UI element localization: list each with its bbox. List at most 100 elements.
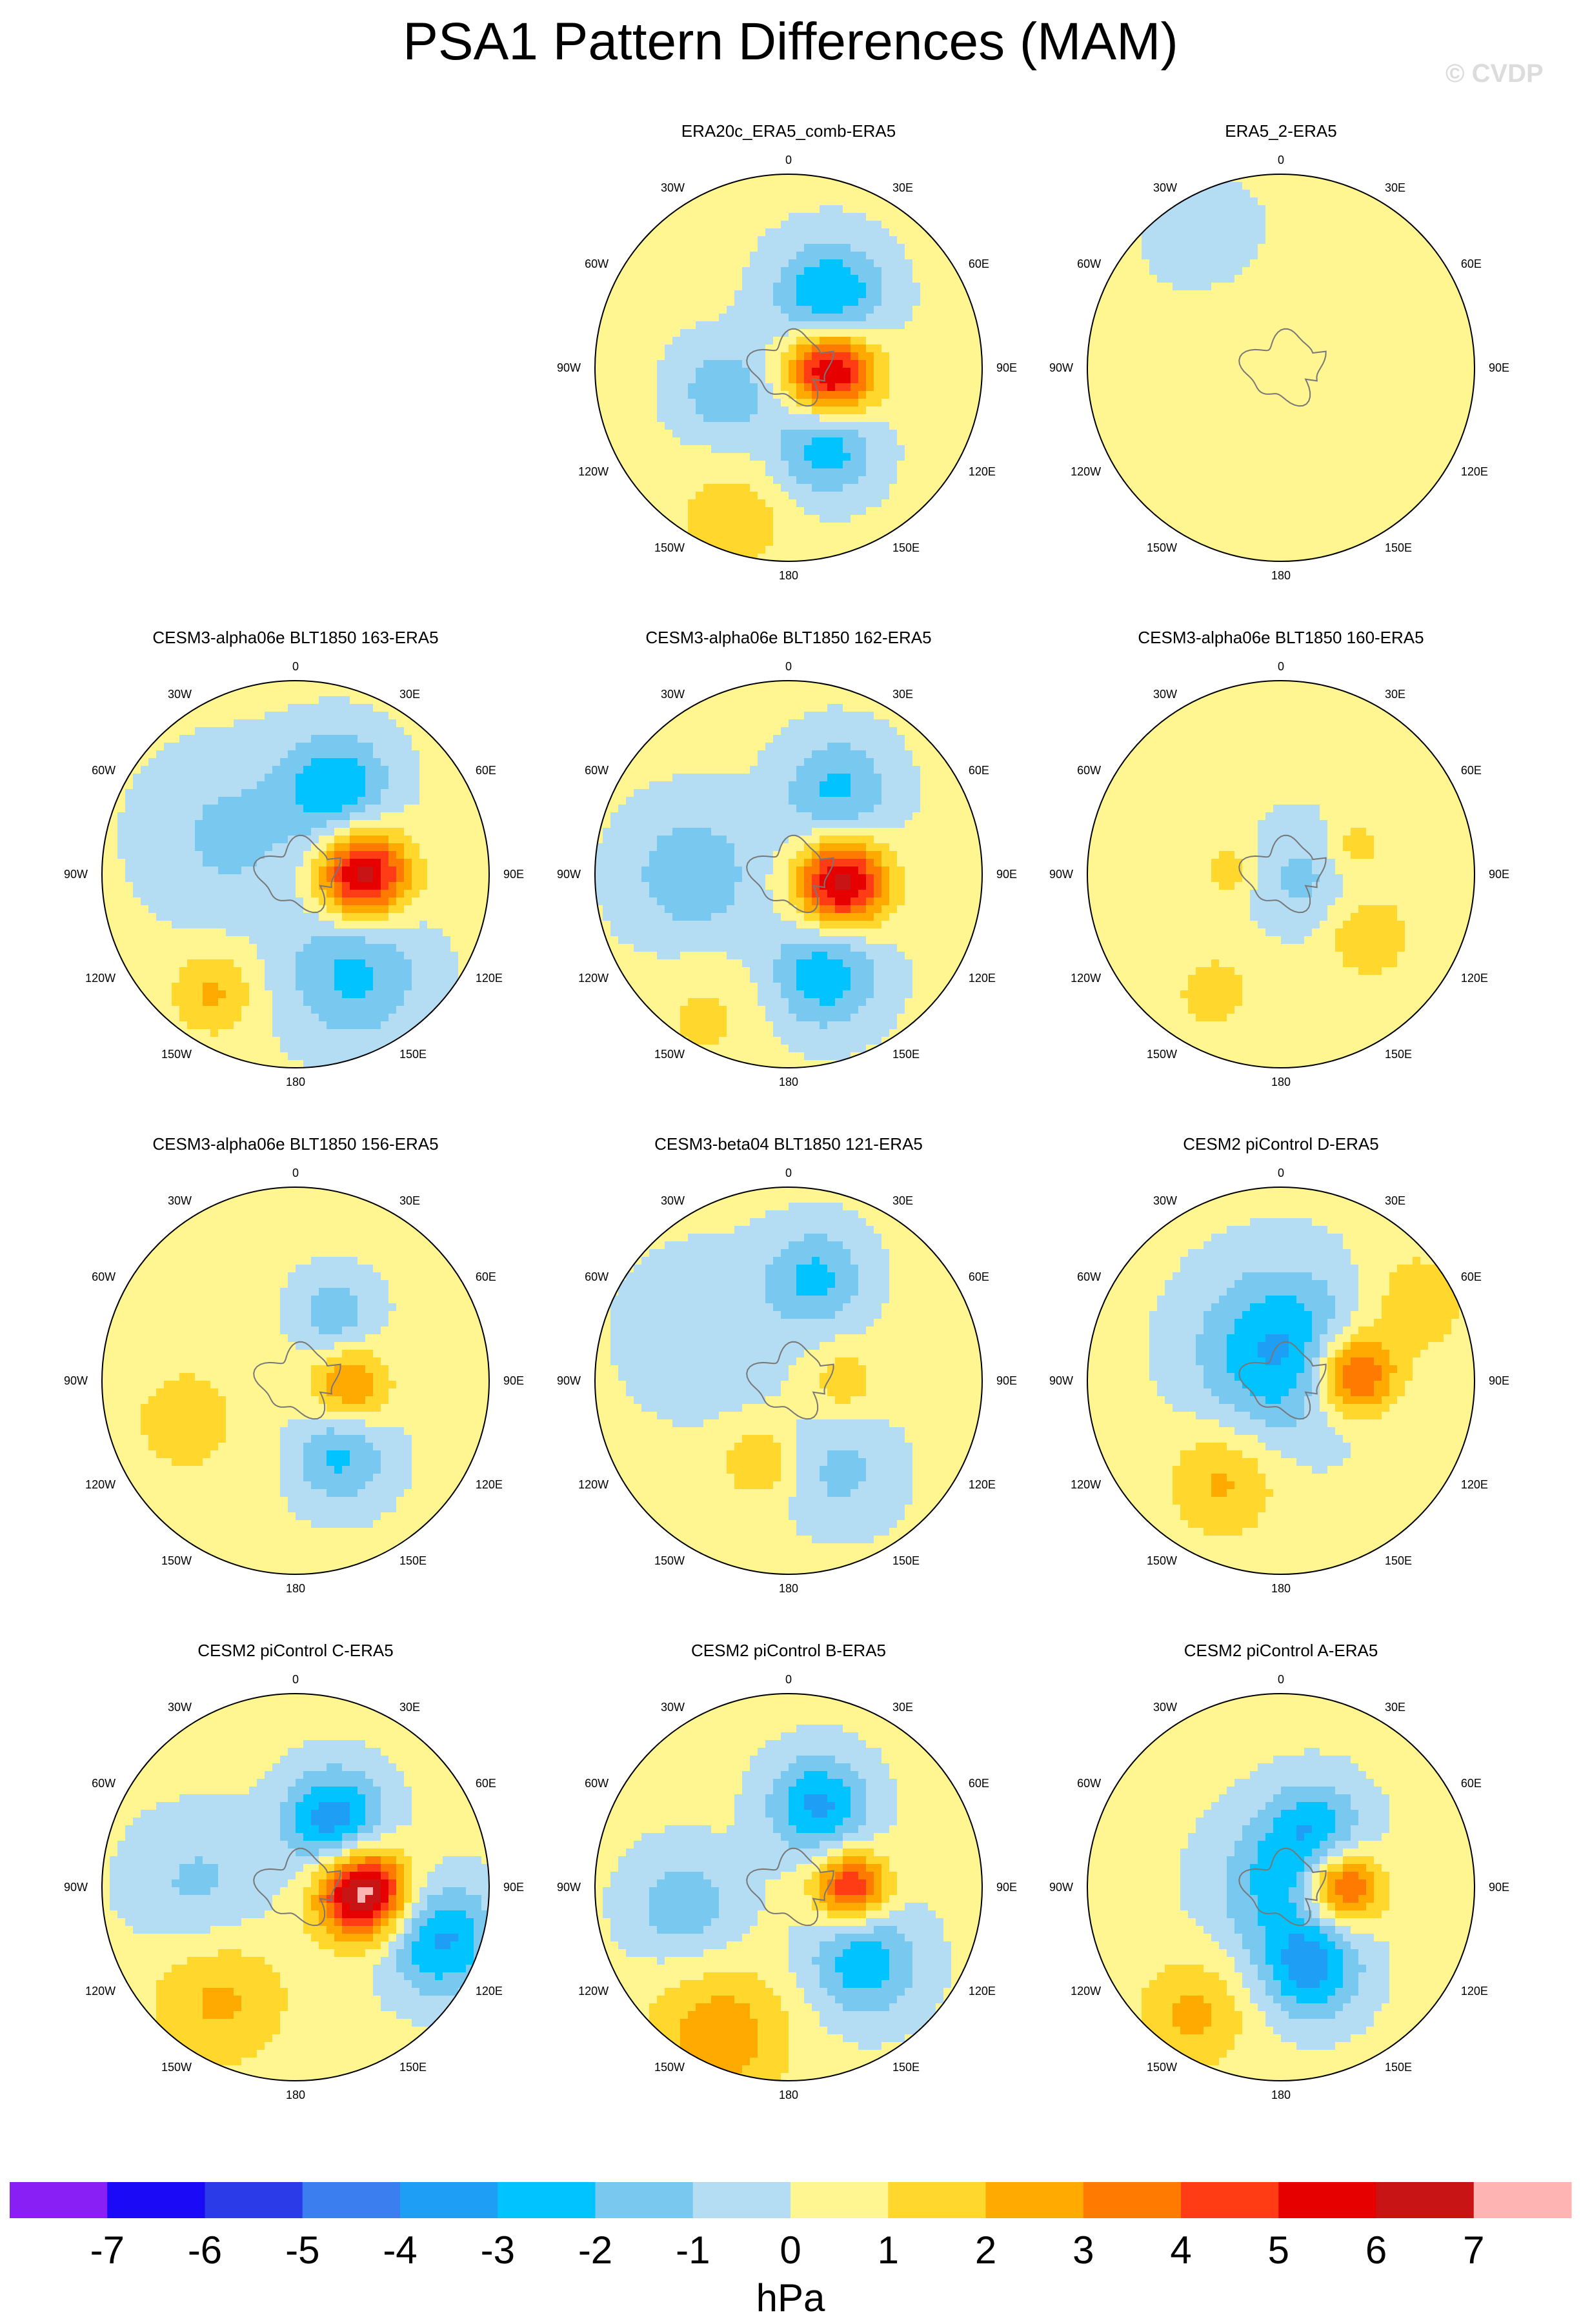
longitude-label: 0: [1278, 154, 1284, 166]
longitude-label: 0: [785, 660, 792, 673]
longitude-label: 150W: [161, 1554, 192, 1567]
panel-title: CESM3-alpha06e BLT1850 160-ERA5: [1055, 628, 1507, 648]
longitude-label: 0: [1278, 660, 1284, 673]
map-boundary: [1087, 680, 1475, 1068]
longitude-label: 120E: [476, 1478, 503, 1491]
colorbar-tick-label: -7: [90, 2229, 125, 2272]
map-boundary: [101, 1693, 490, 2081]
longitude-label: 90W: [1049, 1374, 1073, 1387]
longitude-label: 30W: [661, 181, 685, 194]
longitude-label: 150E: [892, 2061, 920, 2074]
longitude-label: 60E: [476, 1777, 496, 1790]
antarctic-coastline: [253, 834, 341, 914]
longitude-label: 0: [292, 1167, 299, 1179]
figure-title: PSA1 Pattern Differences (MAM): [0, 12, 1581, 72]
map-boundary: [594, 680, 983, 1068]
longitude-label: 60W: [1077, 1777, 1101, 1790]
longitude-label: 150E: [399, 1048, 427, 1061]
colorbar-segment: [985, 2182, 1084, 2218]
longitude-label: 60E: [476, 1270, 496, 1283]
longitude-label: 60W: [92, 1777, 116, 1790]
contour-field: [1087, 174, 1475, 561]
colorbar-tick-label: 3: [1072, 2229, 1094, 2272]
longitude-label: 180: [1271, 569, 1291, 582]
longitude-label: 120E: [1461, 1478, 1488, 1491]
longitude-label: 60W: [585, 1270, 609, 1283]
longitude-label: 30W: [1153, 181, 1177, 194]
colorbar-segment: [1278, 2182, 1376, 2218]
longitude-label: 30W: [168, 688, 192, 701]
longitude-label: 120W: [578, 972, 609, 985]
longitude-label: 90E: [996, 1374, 1017, 1387]
colorbar-tick-label: -1: [676, 2229, 710, 2272]
longitude-label: 180: [286, 2089, 305, 2101]
longitude-label: 150E: [892, 541, 920, 554]
longitude-label: 150W: [161, 1048, 192, 1061]
colorbar-tick-label: -2: [578, 2229, 612, 2272]
polar-map: 0 30E 60E 90E 120E 150E 180 150W 120W 90W 60W 30W: [64, 1673, 524, 2101]
colorbar-segment: [1473, 2182, 1572, 2218]
longitude-label: 0: [1278, 1167, 1284, 1179]
colorbar-segment: [205, 2182, 303, 2218]
map-boundary: [594, 1187, 983, 1575]
contour-field: [102, 1694, 489, 2081]
longitude-label: 120W: [85, 1985, 116, 1998]
longitude-label: 90E: [503, 1881, 524, 1894]
antarctic-coastline: [746, 834, 834, 914]
longitude-label: 60E: [1461, 764, 1482, 777]
antarctic-coastline: [746, 1847, 834, 1927]
longitude-label: 90E: [503, 1374, 524, 1387]
longitude-label: 150W: [1147, 541, 1177, 554]
longitude-label: 120E: [1461, 465, 1488, 478]
antarctic-coastline: [746, 328, 834, 407]
longitude-label: 30E: [892, 688, 913, 701]
longitude-label: 90W: [557, 868, 581, 881]
polar-map: 0 30E 60E 90E 120E 150E 180 150W 120W 90W 60W 30W: [64, 1167, 524, 1595]
longitude-label: 30W: [661, 1701, 685, 1714]
longitude-label: 180: [779, 1582, 798, 1595]
longitude-label: 120E: [969, 1985, 996, 1998]
panel-title: CESM3-beta04 BLT1850 121-ERA5: [563, 1134, 1014, 1154]
longitude-label: 60E: [1461, 1777, 1482, 1790]
longitude-label: 60E: [969, 257, 989, 270]
longitude-label: 180: [1271, 2089, 1291, 2101]
colorbar-tick-label: -3: [481, 2229, 515, 2272]
longitude-label: 90E: [1489, 361, 1509, 374]
longitude-label: 150W: [1147, 1048, 1177, 1061]
antarctic-coastline: [253, 1847, 341, 1927]
panel-title: CESM2 piControl A-ERA5: [1055, 1641, 1507, 1661]
colorbar-tick-label: -6: [188, 2229, 222, 2272]
panel-title: CESM3-alpha06e BLT1850 156-ERA5: [70, 1134, 521, 1154]
longitude-label: 180: [779, 569, 798, 582]
longitude-label: 150E: [399, 2061, 427, 2074]
longitude-label: 90E: [503, 868, 524, 881]
longitude-label: 150W: [654, 1554, 685, 1567]
colorbar-tick-label: 5: [1268, 2229, 1289, 2272]
longitude-label: 60E: [969, 1777, 989, 1790]
longitude-label: 30E: [892, 1701, 913, 1714]
longitude-label: 180: [779, 1076, 798, 1088]
map-boundary: [101, 680, 490, 1068]
longitude-label: 150E: [892, 1554, 920, 1567]
longitude-label: 60E: [1461, 1270, 1482, 1283]
longitude-label: 150E: [1385, 541, 1412, 554]
polar-map: 0 30E 60E 90E 120E 150E 180 150W 120W 90W 60W 30W: [1049, 154, 1509, 582]
longitude-label: 120E: [969, 465, 996, 478]
colorbar-tick-label: -5: [285, 2229, 319, 2272]
longitude-label: 120W: [1071, 972, 1101, 985]
longitude-label: 60W: [585, 764, 609, 777]
panel-title: CESM3-alpha06e BLT1850 163-ERA5: [70, 628, 521, 648]
polar-map: 0 30E 60E 90E 120E 150E 180 150W 120W 90W 60W 30W: [557, 1167, 1017, 1595]
longitude-label: 180: [286, 1076, 305, 1088]
longitude-label: 0: [785, 154, 792, 166]
antarctic-coastline: [1238, 834, 1327, 914]
longitude-label: 90E: [996, 361, 1017, 374]
longitude-label: 180: [286, 1582, 305, 1595]
longitude-label: 30W: [661, 1194, 685, 1207]
longitude-label: 90E: [1489, 1881, 1509, 1894]
map-boundary: [101, 1187, 490, 1575]
contour-field: [595, 1187, 982, 1574]
longitude-label: 30W: [168, 1194, 192, 1207]
longitude-label: 30E: [1385, 181, 1405, 194]
longitude-label: 120W: [1071, 465, 1101, 478]
